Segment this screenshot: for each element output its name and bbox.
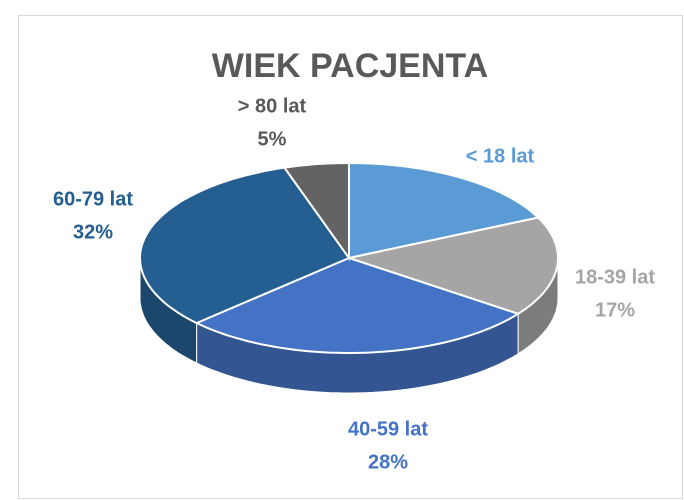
slice	[282, 161, 350, 262]
data-label-value: 28%	[368, 451, 408, 473]
data-label-category: 40-59 lat	[348, 418, 428, 440]
slice	[348, 161, 541, 260]
data-label-category: > 80 lat	[238, 95, 307, 117]
data-label-value: 5%	[258, 128, 287, 150]
slice	[138, 166, 351, 325]
data-label-category: 18-39 lat	[575, 266, 655, 288]
data-label-category: < 18 lat	[466, 145, 535, 167]
slice	[345, 216, 560, 315]
slice	[194, 256, 521, 354]
chart-title: WIEK PACJENTA	[212, 47, 488, 85]
data-label-category: 60-79 lat	[53, 188, 133, 210]
data-label-value: 17%	[595, 299, 635, 321]
data-label-value: 32%	[73, 221, 113, 243]
